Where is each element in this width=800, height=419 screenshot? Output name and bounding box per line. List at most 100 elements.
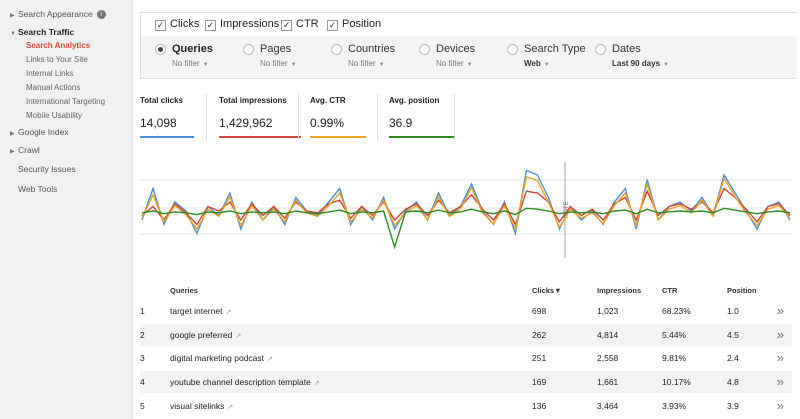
dimension-filters: Queries No filter ▼ Pages No filter ▼ Coun… — [140, 36, 797, 79]
card-label: Total clicks — [140, 96, 183, 105]
clicks-checkbox[interactable]: ✓ Clicks — [155, 18, 200, 31]
external-link-icon[interactable]: ↗ — [227, 404, 234, 411]
external-link-icon[interactable]: ↗ — [225, 309, 232, 316]
radio-icon — [507, 44, 518, 55]
devices-filter-dropdown[interactable]: No filter ▼ — [436, 59, 473, 68]
double-chevron-right-icon[interactable]: » — [776, 350, 784, 365]
table-row[interactable]: 3 digital marketing podcast ↗ 251 2,558 9… — [140, 347, 792, 369]
external-link-icon[interactable]: ↗ — [235, 333, 242, 340]
table-row[interactable]: 4 youtube channel description template ↗ … — [140, 371, 792, 393]
double-chevron-right-icon[interactable]: » — [776, 398, 784, 413]
performance-chart[interactable]: NOTE — [140, 158, 792, 262]
card-label: Avg. CTR — [310, 96, 346, 105]
sidebar-item-international-targeting[interactable]: International Targeting — [26, 97, 106, 106]
checkbox-label: Clicks — [170, 18, 200, 30]
chevron-down-icon: ▼ — [543, 62, 550, 68]
check-icon: ✓ — [327, 20, 338, 31]
card-color-line — [389, 136, 455, 138]
ctr-checkbox[interactable]: ✓ CTR — [281, 18, 319, 31]
impressions-checkbox[interactable]: ✓ Impressions — [205, 18, 280, 31]
card-value: 14,098 — [140, 116, 177, 130]
sidebar-item-search-appearance[interactable]: ▶ Search Appearance i — [10, 9, 106, 20]
sidebar-item-mobile-usability[interactable]: Mobile Usability — [26, 111, 83, 120]
col-header-impressions[interactable]: Impressions — [597, 286, 642, 295]
chevron-right-icon: ▶ — [10, 131, 15, 137]
radio-icon — [243, 44, 254, 55]
impressions-cell: 2,558 — [597, 353, 619, 363]
col-header-queries[interactable]: Queries — [170, 286, 198, 295]
query-cell: digital marketing podcast ↗ — [170, 353, 273, 363]
pages-filter-dropdown[interactable]: No filter ▼ — [260, 59, 297, 68]
filter-label: Pages — [260, 43, 292, 55]
sidebar-item-google-index[interactable]: ▶ Google Index — [10, 127, 69, 137]
double-chevron-right-icon[interactable]: » — [776, 327, 784, 342]
series-line-1 — [141, 187, 791, 227]
help-icon[interactable]: i — [96, 10, 106, 20]
filter-value: No filter — [172, 59, 200, 68]
col-header-ctr[interactable]: CTR — [662, 286, 678, 295]
radio-icon — [419, 44, 430, 55]
table-row[interactable]: 1 target internet ↗ 698 1,023 68.23% 1.0 … — [140, 300, 792, 322]
sidebar-item-search-analytics[interactable]: Search Analytics — [26, 41, 91, 50]
card-label: Avg. position — [389, 96, 440, 105]
filter-value: Last 90 days — [612, 59, 661, 68]
checkbox-label: Position — [342, 18, 382, 30]
ctr-cell: 10.17% — [662, 377, 691, 387]
impressions-cell: 1,023 — [597, 306, 619, 316]
row-number: 2 — [140, 330, 145, 340]
position-checkbox[interactable]: ✓ Position — [327, 18, 382, 31]
total-clicks-card[interactable]: Total clicks 14,098 — [140, 96, 194, 138]
check-icon: ✓ — [155, 20, 166, 31]
table-row[interactable]: 5 visual sitelinks ↗ 136 3,464 3.93% 3.9 … — [140, 395, 792, 417]
queries-filter-dropdown[interactable]: No filter ▼ — [172, 59, 209, 68]
card-value: 1,429,962 — [219, 116, 273, 130]
chevron-right-icon: ▶ — [10, 13, 15, 19]
double-chevron-right-icon[interactable]: » — [776, 374, 784, 389]
radio-icon — [595, 44, 606, 55]
check-icon: ✓ — [205, 20, 216, 31]
card-color-line — [219, 136, 301, 138]
countries-filter-dropdown[interactable]: No filter ▼ — [348, 59, 385, 68]
impressions-cell: 3,464 — [597, 401, 619, 411]
search-type-dropdown[interactable]: Web ▼ — [524, 59, 550, 68]
note-marker-label[interactable]: NOTE — [564, 201, 570, 218]
sidebar-item-links-to-your-site[interactable]: Links to Your Site — [26, 55, 88, 64]
total-impressions-card[interactable]: Total impressions 1,429,962 — [219, 96, 301, 138]
sidebar-item-label: Web Tools — [18, 184, 58, 194]
sidebar-item-manual-actions[interactable]: Manual Actions — [26, 83, 81, 92]
table-row[interactable]: 2 google preferred ↗ 262 4,814 5.44% 4.5 … — [140, 324, 792, 346]
position-cell: 4.5 — [727, 330, 739, 340]
sidebar-item-crawl[interactable]: ▶ Crawl — [10, 145, 40, 155]
filter-value: No filter — [436, 59, 464, 68]
avg-position-card[interactable]: Avg. position 36.9 — [389, 96, 455, 138]
chevron-down-icon: ▼ — [466, 62, 473, 68]
sidebar-item-label: Google Index — [18, 127, 69, 137]
card-value: 0.99% — [310, 116, 345, 130]
col-header-position[interactable]: Position — [727, 286, 757, 295]
position-cell: 3.9 — [727, 401, 739, 411]
filter-label: Queries — [172, 43, 213, 55]
sidebar-item-search-traffic[interactable]: ▼ Search Traffic — [10, 27, 74, 37]
sidebar-item-security-issues[interactable]: Security Issues — [10, 164, 76, 174]
sidebar-item-internal-links[interactable]: Internal Links — [26, 69, 74, 78]
series-line-2 — [141, 175, 791, 232]
chevron-down-icon: ▼ — [290, 62, 297, 68]
col-header-clicks[interactable]: Clicks▼ — [532, 286, 562, 295]
sidebar-item-label: Search Appearance — [18, 9, 93, 19]
avg-ctr-card[interactable]: Avg. CTR 0.99% — [310, 96, 366, 138]
double-chevron-right-icon[interactable]: » — [776, 303, 784, 318]
sidebar-item-label: Security Issues — [18, 164, 76, 174]
filter-value: Web — [524, 59, 541, 68]
external-link-icon[interactable]: ↗ — [267, 356, 273, 363]
row-number: 1 — [140, 306, 145, 316]
clicks-cell: 698 — [532, 306, 547, 316]
external-link-icon[interactable]: ↗ — [313, 380, 320, 387]
query-text: visual sitelinks — [170, 401, 225, 411]
sidebar-item-web-tools[interactable]: Web Tools — [10, 184, 57, 194]
row-number: 4 — [140, 377, 145, 387]
sidebar-item-label: Crawl — [18, 145, 40, 155]
series-line-3 — [141, 207, 791, 250]
checkbox-label: Impressions — [220, 18, 280, 30]
filter-label: Devices — [436, 43, 476, 55]
dates-dropdown[interactable]: Last 90 days ▼ — [612, 59, 669, 68]
